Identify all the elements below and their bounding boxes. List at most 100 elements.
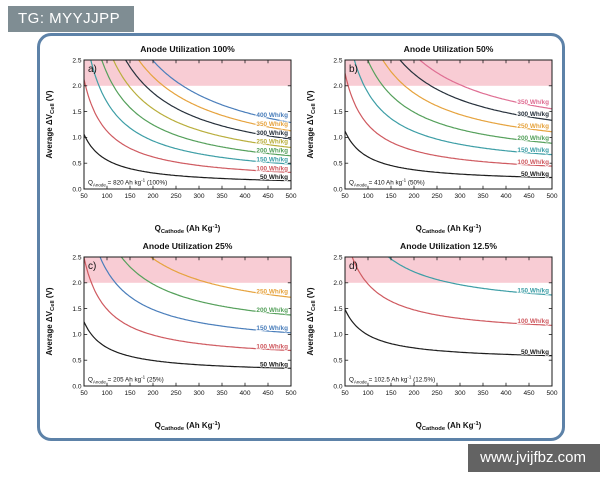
series-label: 100 Wh/kg [256,343,288,350]
curve-300whkg [398,60,552,121]
x-tick-label: 300 [193,193,204,200]
y-tick-label: 1.0 [333,135,342,142]
x-tick-label: 500 [546,390,557,397]
y-tick-label: 2.0 [72,83,81,90]
panel-a: 50 100 150 200 250 300 350 400 450 500 0.0 0.5 1.0 1.… [45,44,297,235]
y-axis-label: Average ΔVCell (V) [306,90,317,158]
watermark-bottom: www.jvijfbz.com [468,444,600,472]
y-tick-label: 0.5 [333,358,342,365]
axes-box [344,59,552,190]
x-tick-label: 400 [500,193,511,200]
y-axis-label: Average ΔVCell (V) [45,90,56,158]
series-label: 250 Wh/kg [256,289,288,296]
x-tick-label: 500 [285,193,296,200]
x-tick-label: 300 [193,390,204,397]
x-tick-label: 350 [477,193,488,200]
x-tick-label: 350 [477,390,488,397]
panel-letter: d) [349,261,358,272]
q-anode-annotation: QAnode = 205 Ah kg-1 (25%) [88,375,164,385]
q-anode-annotation: QAnode = 102.5 Ah kg-1 (12.5%) [349,375,435,385]
x-tick-label: 450 [262,390,273,397]
x-tick-label: 50 [80,193,88,200]
x-tick-label: 100 [101,390,112,397]
figure-frame: 50 100 150 200 250 300 350 400 450 500 0.0 0.5 1.0 1.… [37,33,565,441]
series-label: 350 Wh/kg [517,99,549,106]
x-tick-label: 300 [454,390,465,397]
series-label: 50 Wh/kg [520,349,548,356]
curve-100whkg [83,79,291,173]
y-tick-label: 2.5 [72,254,81,261]
x-axis-label: QCathode (Ah Kg-1) [415,421,481,432]
y-axis-label: Average ΔVCell (V) [306,287,317,355]
y-tick-label: 1.0 [72,135,81,142]
y-tick-label: 2.5 [333,57,342,64]
panel-letter: a) [88,64,97,75]
curve-250whkg [381,60,552,133]
series-label: 250 Wh/kg [517,123,549,130]
x-tick-label: 450 [262,193,273,200]
curve-250whkg [149,257,291,298]
y-tick-label: 0.0 [72,383,81,390]
panel-d: 50 100 150 200 250 300 350 400 450 500 0.0 0.5 1.0 1.… [306,241,558,432]
series-label: 300 Wh/kg [517,111,549,118]
panel-title: Anode Utilization 50% [403,44,493,54]
y-tick-label: 1.0 [72,332,81,339]
x-tick-label: 100 [101,193,112,200]
x-tick-label: 250 [431,193,442,200]
curve-50whkg [83,134,291,182]
x-tick-label: 500 [285,390,296,397]
x-axis-label: QCathode (Ah Kg-1) [154,224,220,235]
x-tick-label: 400 [239,193,250,200]
x-tick-label: 400 [500,390,511,397]
curve-200whkg [366,60,552,144]
curve-200whkg [120,257,291,316]
curve-400whkg [151,60,291,124]
x-tick-label: 250 [431,390,442,397]
panel-title: Anode Utilization 100% [140,44,235,54]
y-tick-label: 2.0 [333,280,342,287]
curve-150whkg [98,257,291,334]
x-tick-label: 150 [124,193,135,200]
x-tick-label: 50 [80,390,88,397]
y-tick-label: 0.0 [333,186,342,193]
x-tick-label: 100 [362,193,373,200]
x-tick-label: 150 [385,390,396,397]
series-label: 300 Wh/kg [256,130,288,137]
curve-100whkg [344,73,552,167]
panel-letter: b) [349,64,358,75]
y-tick-label: 2.5 [333,254,342,261]
panel-title: Anode Utilization 25% [142,241,232,251]
series-label: 150 Wh/kg [256,325,288,332]
series-label: 50 Wh/kg [259,362,287,369]
series-label: 100 Wh/kg [517,318,549,325]
curve-150whkg [89,60,291,165]
curve-350whkg [137,60,291,132]
curve-150whkg [353,60,552,156]
curve-100whkg [83,257,291,352]
series-label: 150 Wh/kg [256,156,288,163]
y-tick-label: 2.0 [333,83,342,90]
curve-250whkg [112,60,291,149]
y-tick-label: 0.0 [333,383,342,390]
x-axis-label: QCathode (Ah Kg-1) [415,224,481,235]
series-label: 200 Wh/kg [256,307,288,314]
panel-grid: 50 100 150 200 250 300 350 400 450 500 0.0 0.5 1.0 1.… [42,40,560,434]
x-tick-label: 450 [523,193,534,200]
x-tick-label: 200 [147,193,158,200]
x-tick-label: 250 [170,193,181,200]
x-tick-label: 450 [523,390,534,397]
series-label: 250 Wh/kg [256,139,288,146]
curve-100whkg [351,257,552,326]
shaded-band [84,257,290,283]
watermark-top: TG: MYYJJPP [8,6,135,32]
series-label: 400 Wh/kg [256,112,288,119]
y-tick-label: 2.0 [72,280,81,287]
x-tick-label: 200 [147,390,158,397]
y-tick-label: 1.5 [72,306,81,313]
series-label: 50 Wh/kg [259,174,287,181]
panel-c: 50 100 150 200 250 300 350 400 450 500 0.0 0.5 1.0 1.… [45,241,297,432]
x-tick-label: 100 [362,390,373,397]
panel-letter: c) [88,261,96,272]
y-axis-label: Average ΔVCell (V) [45,287,56,355]
